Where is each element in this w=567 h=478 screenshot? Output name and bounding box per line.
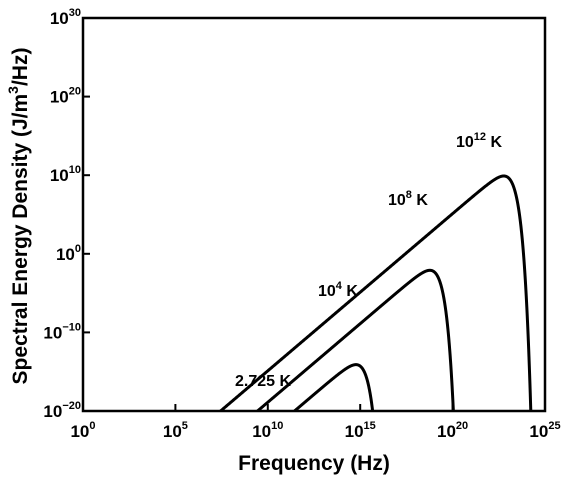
x-tick-label: 105: [163, 420, 188, 441]
x-tick-label: 1010: [252, 420, 283, 441]
series-label-2: 108 K: [388, 189, 428, 209]
x-axis-ticks: 100 105 1010 1015 1020 1025: [70, 404, 561, 441]
x-tick-label: 1020: [437, 420, 468, 441]
y-tick-label: 1010: [50, 164, 81, 185]
plot-frame: [81, 16, 547, 413]
y-axis-title-superscript: 3: [5, 86, 21, 94]
series-line-3: [218, 174, 533, 411]
y-axis-ticks: 10−20 10−10 100 1010 1020 1030: [43, 7, 90, 421]
x-tick-label: 100: [70, 420, 95, 441]
y-axis-title-prefix: Spectral Energy Density (J/m: [9, 94, 32, 385]
curves-group: [218, 174, 533, 411]
series-label-0: 2.725 K: [235, 373, 291, 390]
x-tick-label: 1025: [529, 420, 560, 441]
series-label-1: 104 K: [318, 280, 358, 300]
curve-labels-group: 2.725 K 104 K 108 K 1012 K: [235, 131, 502, 390]
series-line-1: [292, 363, 375, 411]
x-tick-label: 1015: [345, 420, 376, 441]
y-axis-title-suffix: /Hz): [9, 48, 32, 87]
series-label-3: 1012 K: [456, 131, 502, 151]
y-axis-title: Spectral Energy Density (J/m3/Hz): [5, 48, 32, 385]
y-tick-label: 100: [56, 243, 81, 264]
y-tick-label: 1020: [50, 86, 81, 107]
y-tick-label: 10−20: [43, 400, 81, 421]
series-line-2: [255, 268, 455, 411]
y-tick-label: 10−10: [43, 321, 81, 342]
y-tick-label: 1030: [50, 7, 81, 28]
x-axis-title: Frequency (Hz): [238, 452, 390, 475]
